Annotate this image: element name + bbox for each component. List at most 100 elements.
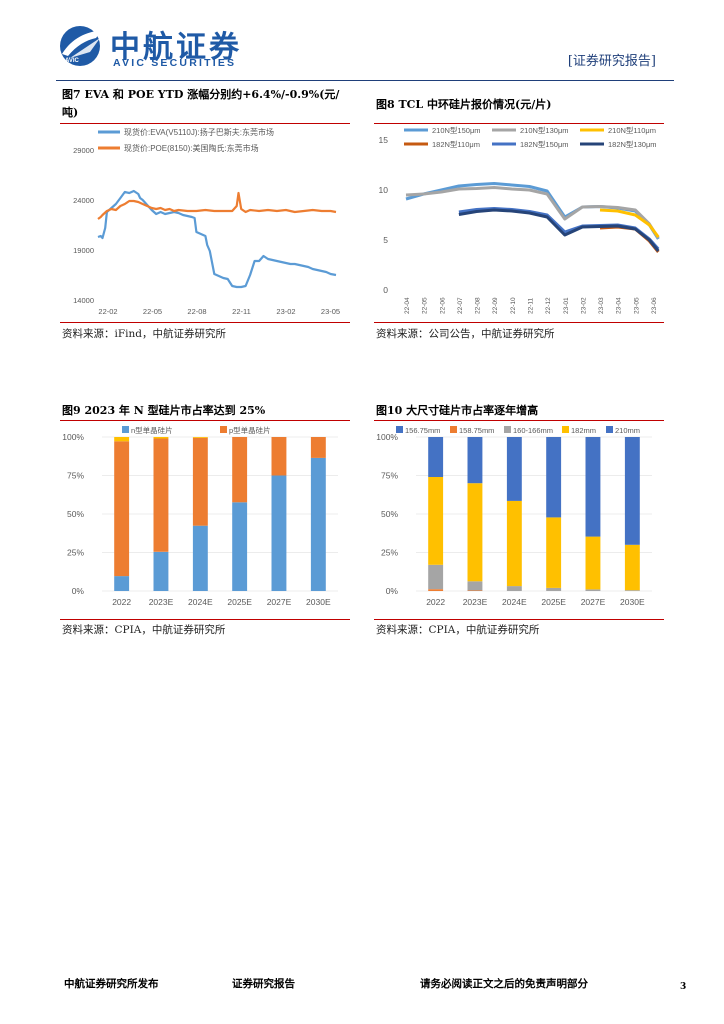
fig9-bar-segment bbox=[271, 475, 287, 591]
fig8-x-tick: 23-05 bbox=[633, 297, 640, 314]
fig10-bar-segment bbox=[624, 544, 640, 591]
fig8-source: 资料来源：公司公告，中航证券研究所 bbox=[376, 328, 555, 340]
fig10-x-tick: 2024E bbox=[502, 597, 527, 607]
fig10-bar-segment bbox=[467, 437, 483, 484]
fig8-chart: 210N型150μm 210N型130μm 210N型110μm 182N型110μm… bbox=[379, 126, 660, 314]
fig10-bar-segment bbox=[428, 477, 444, 565]
fig10-y-tick: 25% bbox=[381, 548, 398, 558]
fig9-y-tick: 0% bbox=[72, 586, 85, 596]
fig9-title: 图9 2023 年 N 型硅片市占率达到 25% bbox=[62, 404, 266, 417]
fig9-bar-segment bbox=[192, 437, 208, 438]
fig9-bar-segment bbox=[192, 525, 208, 591]
fig10-x-tick: 2022 bbox=[426, 597, 445, 607]
fig10-bar-segment bbox=[506, 500, 522, 587]
logo-cn: 中航证券 bbox=[110, 30, 242, 65]
fig10-bar-segment bbox=[546, 517, 562, 588]
fig8-x-tick: 22-12 bbox=[545, 297, 552, 314]
fig8-x-tick: 23-03 bbox=[598, 297, 605, 314]
fig8-title: 图8 TCL 中环硅片报价情况(元/片) bbox=[376, 98, 552, 111]
fig9-bar-segment bbox=[192, 437, 208, 526]
fig10-y-tick: 75% bbox=[381, 471, 398, 481]
fig9-legend-label-1: p型单晶硅片 bbox=[229, 425, 271, 435]
fig10-bar-segment bbox=[467, 581, 483, 591]
fig8-legend-label-3: 182N型110μm bbox=[432, 140, 480, 149]
fig8-y-tick: 15 bbox=[379, 135, 389, 145]
fig9-frame bbox=[60, 420, 350, 620]
fig7-y-tick: 24000 bbox=[73, 196, 94, 205]
fig10-legend-swatch-1 bbox=[450, 426, 457, 433]
avic-logo-icon: AVIC bbox=[60, 26, 102, 66]
fig8-frame bbox=[374, 123, 664, 323]
fig9-bar-segment bbox=[232, 502, 248, 591]
fig7-y-tick: 14000 bbox=[73, 296, 94, 305]
fig10-bar-segment bbox=[624, 437, 640, 545]
fig9-bar-segment bbox=[271, 437, 287, 476]
fig8-x-tick: 22-08 bbox=[475, 297, 482, 314]
fig10-bar-segment bbox=[467, 590, 483, 591]
fig9-x-tick: 2025E bbox=[227, 597, 252, 607]
fig7-chart: 现货价:EVA(V5110J):扬子巴斯夫:东莞市场现货价:POE(8150):… bbox=[73, 127, 340, 316]
fig10-legend-label-4: 210mm bbox=[615, 426, 640, 435]
fig8-legend-label-2: 210N型110μm bbox=[608, 126, 656, 135]
fig8-legend-label-1: 210N型130μm bbox=[520, 126, 569, 135]
fig8-y-tick: 5 bbox=[383, 235, 388, 245]
fig7-y-tick: 19000 bbox=[73, 246, 94, 255]
fig10-title: 图10 大尺寸硅片市占率逐年增高 bbox=[376, 404, 539, 417]
fig9-y-tick: 100% bbox=[62, 432, 84, 442]
fig10-bar-segment bbox=[506, 437, 522, 501]
fig10-bar-segment bbox=[428, 589, 444, 591]
fig9-bar-segment bbox=[310, 437, 326, 458]
fig9-chart: 0% 25% 50% 75% 100% n型单晶硅片 p型单晶硅片 2022 2023E 2024… bbox=[62, 425, 338, 607]
logo-en: AVIC SECURITIES bbox=[113, 57, 237, 69]
fig9-bar-segment bbox=[114, 437, 130, 442]
fig10-legend-label-2: 160-166mm bbox=[513, 426, 553, 435]
fig10-legend-swatch-2 bbox=[504, 426, 511, 433]
fig7-x-tick: 22-08 bbox=[187, 307, 206, 316]
page-number: 3 bbox=[680, 982, 687, 992]
fig10-legend-swatch-0 bbox=[396, 426, 403, 433]
fig9-bar-segment bbox=[153, 551, 169, 591]
fig9-legend-swatch-0 bbox=[122, 426, 129, 433]
fig8-y-tick: 10 bbox=[379, 185, 389, 195]
fig9-bar-segment bbox=[232, 437, 248, 503]
fig8-x-tick: 23-02 bbox=[580, 297, 587, 314]
fig9-y-tick: 50% bbox=[67, 509, 84, 519]
fig9-bar-segment bbox=[310, 457, 326, 591]
fig8-x-tick: 23-04 bbox=[616, 297, 623, 314]
fig8-x-tick: 23-06 bbox=[651, 297, 658, 314]
footer-left: 中航证券研究所发布 bbox=[64, 978, 159, 990]
fig9-bar-segment bbox=[153, 437, 169, 439]
fig10-legend-swatch-4 bbox=[606, 426, 613, 433]
fig9-legend-label-0: n型单晶硅片 bbox=[131, 425, 173, 435]
fig10-y-tick: 100% bbox=[376, 432, 398, 442]
fig10-source: 资料来源：CPIA，中航证券研究所 bbox=[376, 624, 540, 636]
fig9-y-tick: 75% bbox=[67, 471, 84, 481]
fig7-series-line-0 bbox=[97, 189, 337, 289]
fig9-x-tick: 2027E bbox=[267, 597, 292, 607]
fig10-y-tick: 0% bbox=[386, 586, 399, 596]
fig7-legend-label-1: 现货价:POE(8150):美国陶氏:东莞市场 bbox=[124, 143, 259, 153]
fig10-bar-segment bbox=[585, 536, 601, 590]
fig9-bar-segment bbox=[114, 441, 130, 577]
fig7-x-tick: 23-05 bbox=[321, 307, 340, 316]
fig7-x-tick: 23-02 bbox=[276, 307, 295, 316]
fig9-bar-segment bbox=[153, 438, 169, 552]
header-divider bbox=[56, 80, 674, 81]
fig8-x-tick: 22-10 bbox=[510, 297, 517, 314]
fig8-series-line-5 bbox=[458, 208, 660, 252]
fig8-x-tick: 22-11 bbox=[527, 297, 534, 314]
fig8-x-tick: 22-09 bbox=[492, 297, 499, 314]
fig9-x-tick: 2023E bbox=[149, 597, 174, 607]
fig10-bar-segment bbox=[467, 483, 483, 582]
fig10-x-tick: 2023E bbox=[463, 597, 488, 607]
fig8-legend-label-5: 182N型130μm bbox=[608, 140, 657, 149]
fig10-bar-segment bbox=[624, 590, 640, 591]
fig7-series-line-1 bbox=[97, 191, 337, 220]
fig10-chart: 0% 25% 50% 75% 100% 156.75mm 158.75mm 160-166mm… bbox=[376, 426, 652, 607]
fig7-legend-label-0: 现货价:EVA(V5110J):扬子巴斯夫:东莞市场 bbox=[124, 127, 274, 137]
fig7-source: 资料来源：iFind，中航证券研究所 bbox=[62, 328, 226, 340]
fig8-x-tick: 22-06 bbox=[439, 297, 446, 314]
fig10-bar-segment bbox=[546, 437, 562, 518]
fig7-x-tick: 22-11 bbox=[232, 307, 251, 316]
fig10-bar-segment bbox=[585, 589, 601, 591]
